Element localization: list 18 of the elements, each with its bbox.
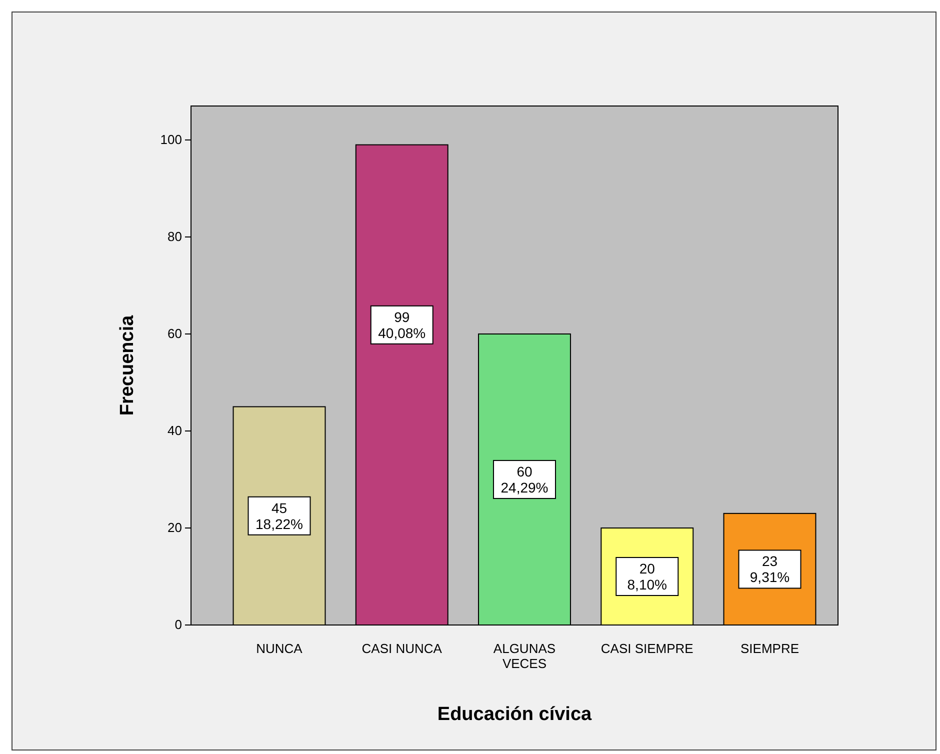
y-tick-label: 80 — [168, 229, 182, 244]
y-tick-label: 20 — [168, 520, 182, 536]
x-tick-label: NUNCA — [256, 641, 303, 656]
x-tick-label: CASI SIEMPRE — [600, 641, 694, 656]
x-tick-label: SIEMPRE — [740, 641, 800, 656]
y-tick-label: 40 — [168, 423, 182, 438]
data-label: 45 18,22% — [256, 500, 303, 532]
y-tick-label: 100 — [160, 132, 182, 148]
y-tick-label: 0 — [174, 617, 182, 632]
data-label: 99 40,08% — [378, 308, 426, 341]
x-tick-label: ALGUNAS VECES — [493, 641, 556, 671]
x-tick-label: CASI NUNCA — [362, 641, 442, 656]
y-axis-title: Frecuencia — [117, 314, 138, 416]
x-axis-title: Educación cívica — [437, 704, 592, 725]
y-tick-label: 60 — [168, 326, 182, 342]
data-label: 20 8,10% — [627, 560, 667, 592]
data-label: 23 9,31% — [750, 553, 790, 586]
data-label: 60 24,29% — [500, 463, 548, 496]
